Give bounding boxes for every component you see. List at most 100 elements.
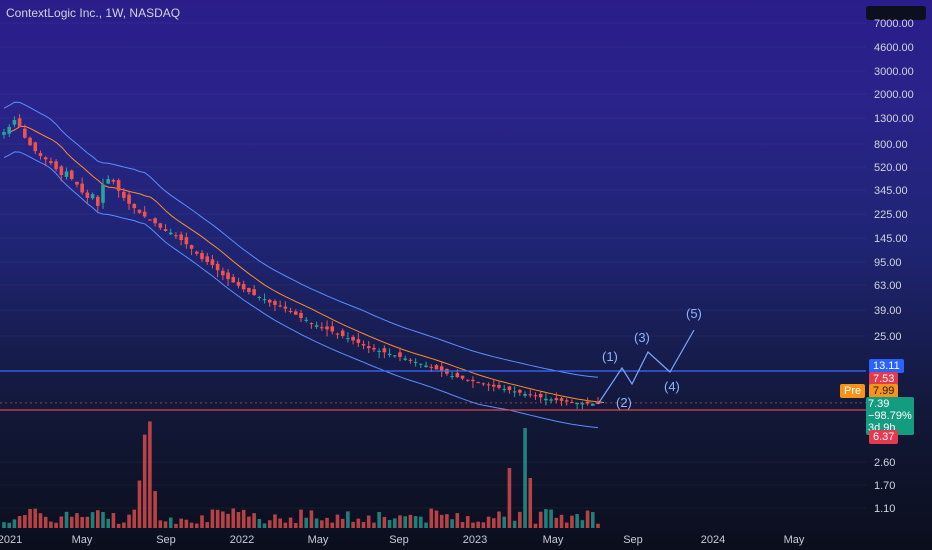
title-separator-2: , [122, 6, 130, 20]
top-right-box [866, 6, 926, 20]
candle-body [372, 347, 376, 350]
y-tick-label: 1.10 [874, 503, 895, 515]
current-price: 7.39 [868, 398, 890, 410]
candle-body [366, 346, 371, 349]
volume-bar [23, 515, 27, 528]
candle-body [184, 237, 189, 245]
volume-bar [80, 516, 84, 528]
volume-bar [512, 520, 517, 528]
volume-bar [17, 516, 22, 528]
candle-body [304, 319, 309, 321]
volume-bar [304, 517, 309, 528]
symbol-name: ContextLogic Inc. [6, 6, 99, 20]
interval-label[interactable]: 1W [105, 6, 123, 20]
volume-bar [554, 517, 559, 528]
candle-body [17, 118, 22, 127]
pre-market-price: 7.99 [869, 384, 899, 398]
candle-body [267, 299, 272, 303]
x-tick-label: 2023 [463, 534, 487, 546]
candle-body [299, 313, 303, 319]
volume-bar [293, 523, 298, 528]
volume-bar [445, 514, 449, 528]
volume-bar [335, 514, 340, 528]
candle-body [288, 310, 293, 312]
volume-bar [497, 511, 501, 528]
support-badge: 6.37 [869, 430, 899, 444]
candle-body [465, 379, 470, 381]
candle-body [439, 366, 444, 372]
x-tick-label: May [543, 534, 564, 546]
x-tick-label: 2024 [701, 534, 725, 546]
candle-body [49, 161, 53, 164]
y-tick-label: 3000.00 [874, 66, 914, 78]
volume-bar [346, 511, 350, 528]
x-tick-label: May [308, 534, 329, 546]
volume-bar [533, 523, 538, 528]
volume-bar [486, 516, 491, 528]
volume-bar [38, 513, 43, 528]
candle-body [38, 153, 43, 156]
volume-bar [158, 520, 163, 528]
candle-body [528, 394, 533, 396]
candle-body [12, 120, 17, 125]
lower-band [3, 151, 599, 429]
volume-bar [132, 509, 137, 528]
candle-body [23, 128, 27, 138]
volume-bar [549, 509, 553, 528]
candle-body [106, 178, 111, 184]
volume-bar [137, 480, 142, 528]
volume-bar [142, 434, 147, 528]
y-tick-label: 7000.00 [874, 18, 914, 30]
volume-bar [528, 478, 533, 528]
volume-bar [450, 519, 454, 528]
candle-body [544, 398, 548, 401]
candle-body [43, 157, 48, 160]
candle-body [148, 219, 152, 221]
wave-path [597, 329, 695, 405]
candle-body [142, 211, 147, 217]
wave-label: (4) [664, 379, 680, 394]
y-tick-label: 1.70 [874, 480, 895, 492]
percent-change: −98.79% [868, 410, 912, 422]
volume-bar [564, 522, 569, 528]
volume-bar [69, 516, 74, 528]
candle-body [194, 251, 199, 254]
candle-body [476, 382, 480, 384]
candle-body [236, 282, 241, 286]
volume-bar [590, 512, 595, 528]
volume-bar [325, 517, 329, 528]
volume-bar [340, 518, 345, 528]
candle-body [215, 263, 220, 271]
volume-bar [241, 509, 246, 528]
candle-body [33, 142, 38, 152]
price-axis: 7000.00 4600.00 3000.00 2000.00 1300.00 800.0… [874, 18, 914, 515]
candle-body [491, 384, 496, 387]
candle-body [153, 218, 157, 224]
y-tick-label: 1300.00 [874, 113, 914, 125]
wave-label: (3) [634, 330, 650, 345]
volume-bar [127, 514, 131, 528]
candle-body [205, 256, 210, 262]
volume-bar [49, 521, 53, 528]
candle-body [596, 401, 600, 404]
upper-band [3, 101, 599, 378]
volume-bar [194, 523, 199, 528]
exchange-label: NASDAQ [129, 6, 181, 20]
candle-body [471, 379, 475, 382]
time-axis: 2021 May Sep 2022 May Sep 2023 May Sep 2024 May [0, 534, 805, 546]
volume-bar [570, 515, 574, 528]
x-tick-label: May [72, 534, 93, 546]
candle-body [247, 287, 251, 293]
candle-body [314, 325, 319, 327]
candle-body [512, 391, 517, 393]
volume-bars [2, 421, 600, 528]
candle-body [559, 398, 564, 401]
candle-body [408, 359, 413, 361]
volume-bar [309, 510, 314, 528]
moving-average [9, 125, 605, 403]
volume-bar [163, 521, 168, 528]
candle-body [116, 180, 121, 191]
volume-bar [392, 518, 397, 528]
candle-body [127, 194, 131, 204]
